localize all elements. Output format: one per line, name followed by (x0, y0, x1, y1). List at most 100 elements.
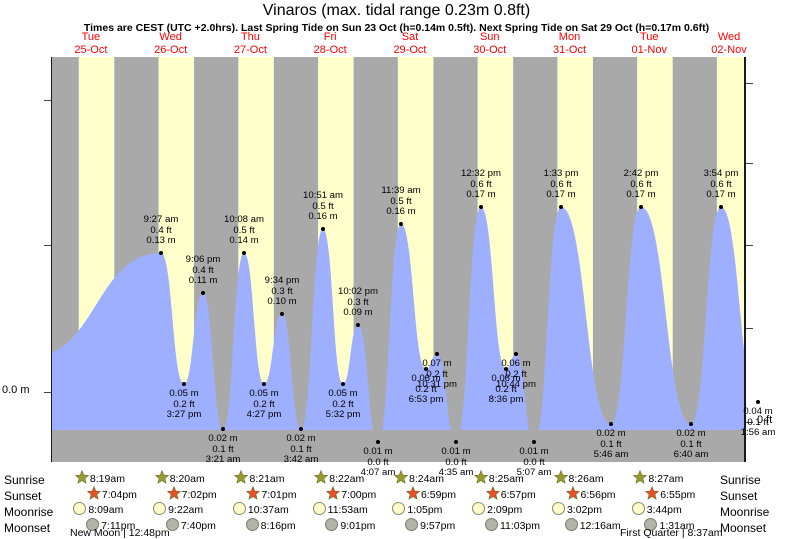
high-tide-6-line-1: 10:02 pm (337, 286, 378, 298)
low-tide-12-line-3: 5:07 am (516, 467, 552, 479)
sunrise-event-8: 8:27am (633, 470, 683, 485)
moonrise-event-time-2: 9:22am (168, 504, 204, 516)
low-tide-12: 0.01 m 0.0 ft 5:07 am (489, 446, 579, 479)
row-label-moonset-right: Moonset (720, 521, 767, 535)
sunrise-star-icon (553, 470, 568, 484)
high-tide-1-line-3: 0.13 m (146, 235, 176, 247)
low-tide-11-dot (514, 352, 518, 356)
high-tide-11: 3:54 pm 0.6 ft 0.17 m (676, 169, 766, 201)
high-tide-10-line-3: 0.17 m (626, 189, 656, 201)
axis-right (744, 57, 746, 462)
low-tide-11-line-1: 0.06 m (501, 358, 531, 369)
moonset-event-2: 7:40pm (165, 518, 216, 532)
low-tide-2-line-1: 0.02 m (208, 433, 238, 444)
high-tide-7-line-3: 0.16 m (386, 206, 416, 218)
high-tide-3-line-1: 10:08 am (223, 214, 264, 226)
moonrise-icon (73, 502, 87, 515)
low-tide-4-dot (299, 427, 303, 431)
sunrise-star-icon (633, 470, 648, 484)
day-date: 28-Oct (313, 43, 347, 56)
high-tide-4-dot (280, 312, 284, 316)
moonset-event-8: 1:31am (644, 518, 695, 532)
low-tide-10-line-1: 0.06 m (491, 373, 521, 384)
high-tide-11-line-3: 0.17 m (706, 189, 736, 201)
day-date: 02-Nov (711, 43, 747, 56)
moonrise-icon (153, 502, 167, 515)
moonrise-event-time-4: 11:53am (327, 504, 368, 516)
high-tide-3: 10:08 am 0.5 ft 0.14 m (199, 215, 289, 247)
high-tide-5-line-1: 10:51 am (302, 190, 343, 202)
page-title: Vinaros (max. tidal range 0.23m 0.8ft) (262, 2, 531, 19)
high-tide-8-line-1: 12:32 pm (460, 168, 501, 180)
low-tide-12-dot (532, 440, 536, 444)
sunrise-event-time-2: 8:20am (169, 473, 205, 485)
moonrise-event-3: 10:37am (232, 502, 289, 516)
day-header-4: Fri 28-Oct (290, 31, 370, 56)
high-tide-1: 9:27 am 0.4 ft 0.13 m (116, 215, 206, 247)
high-tide-2-line-1: 9:06 pm (185, 254, 221, 266)
low-tide-4-line-1: 0.02 m (286, 433, 316, 444)
moonrise-event-1: 8:09am (73, 502, 123, 516)
low-tide-5-line-1: 0.05 m (328, 388, 358, 399)
moonrise-icon (631, 502, 645, 515)
row-label-sunset-left: Sunset (4, 489, 42, 503)
low-tide-9-line-1: 0.01 m (441, 446, 471, 457)
day-header-9: Wed 02-Nov (689, 31, 769, 56)
sunset-star-icon (645, 486, 660, 500)
moonrise-event-6: 2:09pm (472, 502, 522, 516)
sunset-event-8: 6:55pm (645, 486, 695, 501)
low-tide-6: 0.01 m 0.0 ft 4:07 am (333, 446, 423, 479)
high-tide-5-line-3: 0.16 m (308, 211, 338, 223)
high-tide-3-dot (242, 251, 246, 255)
high-tide-3-line-2: 0.5 ft (233, 224, 255, 236)
high-tide-7-line-2: 0.5 ft (390, 195, 412, 207)
day-name: Wed (159, 31, 182, 43)
moonset-event-1: 7:11pm (86, 518, 135, 532)
sunrise-star-icon (314, 470, 329, 484)
low-tide-7: 0.06 m 0.2 ft 6:53 pm (381, 373, 471, 406)
high-tide-8-line-2: 0.6 ft (470, 178, 492, 190)
low-tide-1-line-3: 3:27 pm (166, 409, 202, 421)
high-tide-8-line-3: 0.17 m (466, 189, 496, 201)
sunset-event-4: 7:00pm (326, 486, 376, 501)
moonrise-icon (232, 502, 246, 515)
low-tide-11-line-2: 0.2 ft (505, 368, 527, 380)
high-tide-5: 10:51 am 0.5 ft 0.16 m (278, 191, 368, 223)
low-tide-6-line-1: 0.01 m (363, 446, 393, 457)
low-tide-14: 0.02 m 0.1 ft 6:40 am (646, 428, 736, 461)
moonset-icon (325, 518, 339, 531)
day-header-2: Wed 26-Oct (131, 31, 211, 56)
high-tide-11-dot (719, 205, 723, 209)
moonset-event-4: 9:01pm (325, 518, 375, 532)
day-date: 31-Oct (552, 43, 586, 56)
low-tide-12-line-2: 0.0 ft (523, 456, 545, 468)
sunrise-event-time-8: 8:27am (648, 473, 684, 485)
row-label-moonrise-right: Moonrise (720, 505, 770, 519)
moonset-icon (484, 518, 498, 531)
axis-label-left: 0.0 m (2, 384, 30, 396)
high-tide-7-dot (399, 222, 403, 226)
low-tide-3-line-1: 0.05 m (249, 388, 279, 399)
high-tide-7: 11:39 am 0.5 ft 0.16 m (356, 186, 446, 218)
day-date: 26-Oct (154, 43, 188, 56)
sunset-event-time-1: 7:04pm (101, 489, 137, 501)
low-tide-15: 0.04 m 0.1 ft 1:56 am (713, 406, 793, 439)
low-tide-5-dot (341, 382, 345, 386)
day-name: Mon (558, 31, 581, 43)
moonset-event-7: 12:16am (564, 518, 621, 532)
moonset-event-time-6: 11:03pm (499, 520, 541, 532)
high-tide-2-line-2: 0.4 ft (192, 264, 214, 276)
day-name: Thu (240, 31, 260, 43)
moonset-icon (165, 518, 179, 531)
moonrise-event-2: 9:22am (153, 502, 203, 516)
low-tide-4: 0.02 m 0.1 ft 3:42 am (256, 433, 346, 466)
high-tide-2-dot (201, 291, 205, 295)
row-label-sunrise-right: Sunrise (720, 473, 761, 487)
moon-phase-2: First Quarter | 8:37am (620, 527, 723, 539)
sunset-star-icon (166, 486, 181, 500)
low-tide-10-dot (504, 367, 508, 371)
low-tide-11: 0.06 m 0.2 ft 10:44 pm (471, 358, 561, 391)
tick-right-4 (746, 328, 753, 329)
low-tide-1-line-1: 0.05 m (169, 388, 199, 399)
low-tide-13-line-2: 0.1 ft (600, 438, 622, 450)
